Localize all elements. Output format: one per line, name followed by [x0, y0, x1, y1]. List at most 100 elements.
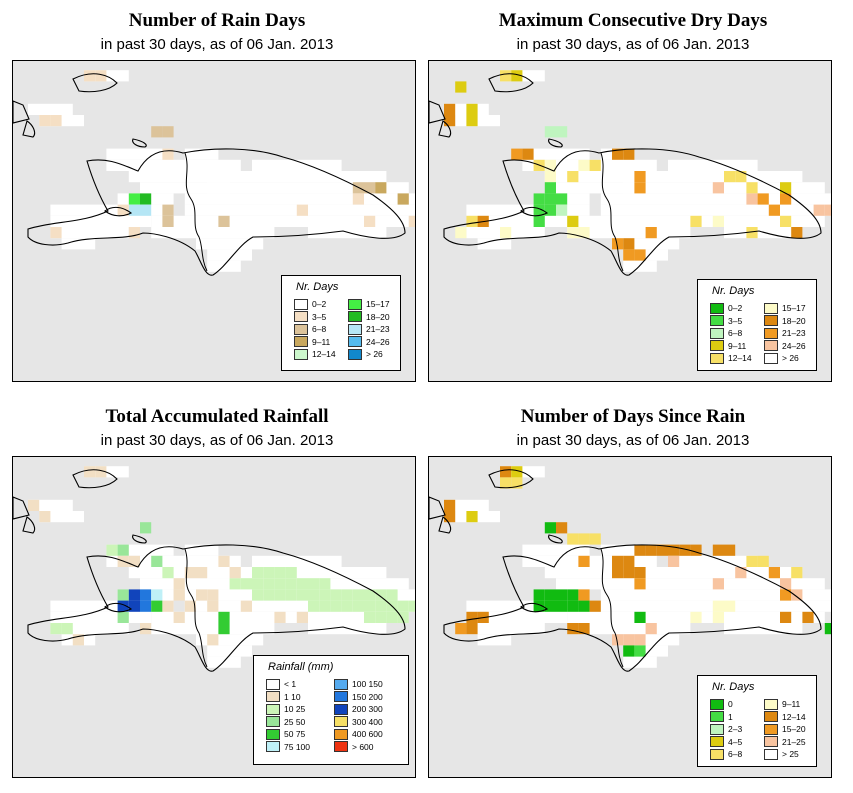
data-cell: [712, 600, 724, 612]
land-cell: [522, 159, 657, 171]
legend-item: 300 400: [334, 716, 383, 728]
legend-label: 9–11: [728, 340, 747, 351]
data-cell: [556, 600, 568, 612]
legend-item: 1: [710, 711, 733, 723]
data-cell: [308, 578, 320, 590]
panel-title: Total Accumulated Rainfall: [105, 406, 329, 427]
coastline: [22, 120, 36, 138]
data-cell: [690, 215, 702, 227]
map-rain-days: Nr. Days 0–2 3–5 6–8 9–11 12–14 15–17 18–20 21–…: [12, 60, 416, 382]
data-cell: [567, 533, 579, 545]
data-cell: [128, 555, 140, 567]
data-cell: [612, 238, 624, 250]
coastline: [488, 469, 534, 489]
data-cell: [567, 171, 579, 183]
data-cell: [679, 544, 691, 556]
land-cell: [522, 148, 590, 160]
legend-swatch: [764, 340, 778, 351]
land-cell: [61, 238, 96, 250]
data-cell: [712, 611, 724, 623]
data-cell: [375, 600, 387, 612]
legend-label: 12–14: [728, 353, 752, 363]
data-cell: [567, 600, 579, 612]
legend-swatch: [334, 741, 348, 752]
data-cell: [50, 227, 62, 239]
legend-item: < 1: [266, 678, 296, 690]
data-cell: [712, 544, 724, 556]
legend-item: 12–14: [710, 352, 752, 364]
land-cell: [252, 555, 342, 567]
data-cell: [746, 227, 758, 239]
legend-label: 1: [728, 711, 733, 722]
data-cell: [274, 567, 286, 579]
land-cell: [128, 567, 230, 579]
data-cell: [780, 611, 792, 623]
data-cell: [813, 204, 825, 216]
data-cell: [757, 555, 769, 567]
legend-label: 300 400: [352, 716, 383, 727]
map-days-since-rain: Nr. Days 0 1 2–3 4–5 6–8 9–11 12–14 15–20 21–25 >…: [428, 456, 832, 778]
data-cell: [39, 511, 51, 523]
land-cell: [522, 544, 590, 556]
legend-swatch: [348, 336, 362, 347]
data-cell: [218, 215, 230, 227]
coastline: [438, 516, 452, 534]
data-cell: [466, 215, 478, 227]
data-cell: [408, 600, 415, 612]
data-cell: [117, 204, 129, 216]
coastline: [520, 206, 549, 217]
legend-label: 21–23: [366, 324, 390, 334]
data-cell: [117, 544, 129, 556]
data-cell: [533, 215, 545, 227]
country-border: [184, 152, 208, 272]
data-cell: [757, 193, 769, 205]
data-cell: [780, 182, 792, 194]
map-dry-days: Nr. Days 0–2 3–5 6–8 9–11 12–14 15–17 18–20 21–…: [428, 60, 832, 382]
data-cell: [352, 589, 364, 601]
data-cell: [500, 466, 512, 478]
legend-label: 0: [728, 699, 733, 709]
data-cell: [791, 567, 803, 579]
land-cell: [50, 600, 174, 612]
legend-label: < 1: [284, 679, 297, 689]
data-cell: [567, 215, 579, 227]
legend-label: 12–14: [782, 711, 806, 722]
data-cell: [746, 555, 758, 567]
coastline: [27, 544, 406, 672]
data-cell: [466, 511, 478, 523]
data-cell: [117, 600, 129, 612]
legend-label: 100 150: [352, 679, 383, 689]
legend-item: 50 75: [266, 728, 305, 740]
land-cell: [600, 193, 831, 205]
legend-item: 100 150: [334, 678, 383, 690]
data-cell: [296, 578, 308, 590]
land-cell: [544, 567, 646, 579]
land-cell: [466, 600, 590, 612]
data-cell: [319, 589, 331, 601]
land-cell: [151, 227, 275, 239]
legend-swatch: [294, 336, 308, 347]
legend-item: 6–8: [710, 327, 742, 339]
legend-label: 24–26: [782, 340, 806, 351]
land-cell: [50, 227, 129, 239]
legend-swatch: [710, 748, 724, 760]
data-cell: [623, 148, 635, 160]
legend-item: 18–20: [764, 315, 806, 327]
legend-swatch: [266, 728, 280, 740]
data-cell: [84, 70, 96, 82]
legend-item: 6–8: [294, 323, 326, 335]
data-cell: [162, 215, 174, 227]
data-cell: [578, 600, 590, 612]
legend-label: > 600: [352, 741, 374, 752]
data-cell: [386, 611, 398, 623]
data-cell: [544, 171, 556, 183]
land-cell: [207, 249, 252, 261]
panel-title: Number of Rain Days: [128, 10, 306, 31]
data-cell: [589, 159, 601, 171]
data-cell: [173, 589, 185, 601]
data-cell: [184, 567, 196, 579]
data-cell: [252, 567, 264, 579]
data-cell: [567, 227, 579, 239]
land-cell: [28, 499, 73, 511]
data-cell: [533, 600, 545, 612]
